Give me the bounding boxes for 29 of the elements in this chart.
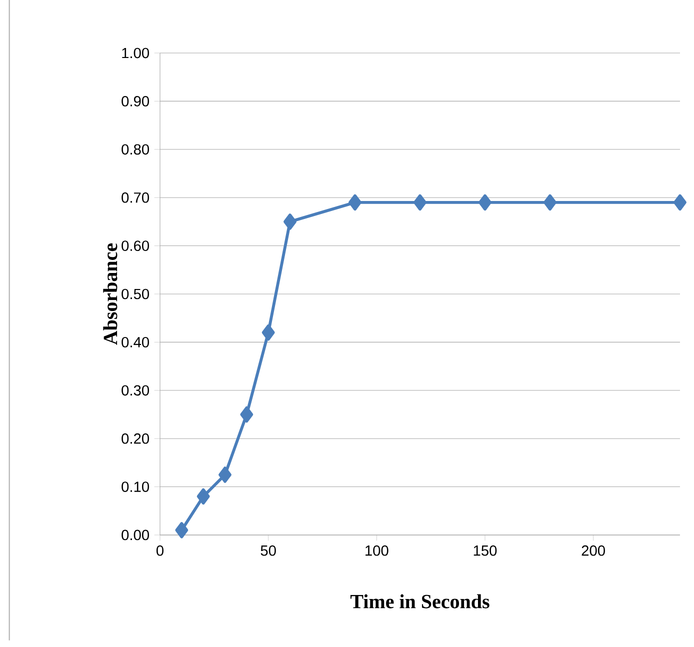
- point: [544, 194, 556, 211]
- point: [218, 466, 232, 483]
- y-axis-title: Absorbance: [103, 243, 118, 345]
- y-tick-label: 0.20: [122, 433, 150, 444]
- point: [240, 406, 254, 423]
- point: [262, 324, 275, 341]
- y-tick-label: 0.70: [122, 192, 150, 203]
- y-tick-label: 0.80: [122, 144, 150, 155]
- y-tick-label: 0.50: [122, 288, 150, 300]
- x-tick-label: 100: [366, 545, 388, 556]
- point: [414, 194, 426, 211]
- point: [196, 488, 210, 505]
- y-tick-label: 0.40: [122, 337, 150, 348]
- y-tick-label: 0.90: [122, 96, 150, 106]
- y-tick-label: 1.00: [122, 48, 150, 58]
- y-tick-label: 0.60: [122, 240, 150, 251]
- x-tick-label: 0: [156, 545, 164, 556]
- y-tick-label: 0.10: [122, 482, 150, 492]
- x-axis-title: Time in Seconds: [350, 594, 490, 608]
- point: [284, 214, 296, 230]
- x-tick-label: 50: [260, 545, 276, 556]
- x-tick-label: 200: [582, 545, 605, 556]
- x-tick-label: 150: [474, 545, 497, 556]
- y-tick-label: 0.00: [122, 530, 150, 540]
- point: [348, 194, 362, 211]
- point: [478, 194, 492, 211]
- y-tick-label: 0.30: [122, 385, 150, 396]
- point: [175, 522, 188, 538]
- point: [674, 194, 686, 211]
